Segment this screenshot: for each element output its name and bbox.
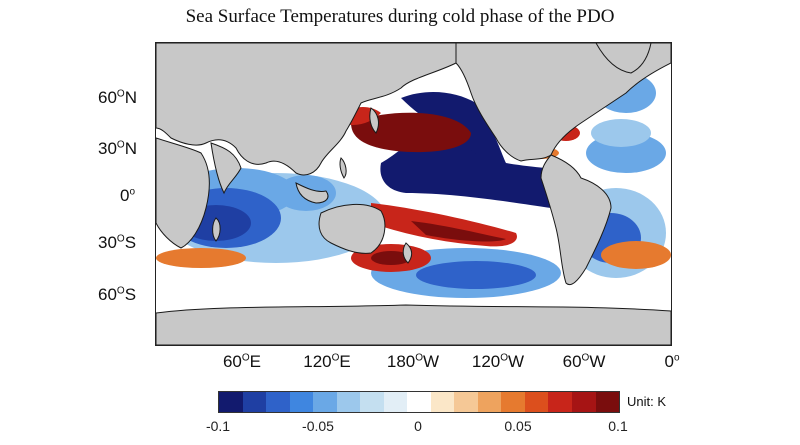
colorbar-box-16 <box>595 392 620 412</box>
colorbar-tick-neg-0.1: -0.1 <box>205 418 231 434</box>
lon-label-180w: 180OW <box>386 352 440 371</box>
colorbar-box-3 <box>289 392 314 412</box>
colorbar-unit: Unit: K <box>627 394 667 409</box>
sst-map <box>155 42 672 346</box>
colorbar-tick-0.1: 0.1 <box>608 418 628 434</box>
colorbar-tick-neg-0.05: -0.05 <box>302 418 334 434</box>
africa <box>156 137 210 249</box>
colorbar-box-6 <box>360 392 384 412</box>
south-atlantic-warm <box>601 241 671 269</box>
colorbar-box-0 <box>219 392 243 412</box>
lat-label-60n: 60ON <box>98 88 137 107</box>
landmasses <box>156 43 671 345</box>
sst-map-canvas <box>156 43 671 345</box>
indonesia <box>295 182 329 204</box>
colorbar-box-7 <box>383 392 408 412</box>
lon-label-120e: 120OE <box>303 352 351 371</box>
lon-label-0: 0o <box>664 352 680 371</box>
south-indian-warm <box>156 248 246 268</box>
new-zealand <box>402 242 413 264</box>
lat-label-60s: 60OS <box>98 285 137 304</box>
lat-label-30n: 30ON <box>98 139 137 158</box>
madagascar <box>212 217 221 242</box>
japan <box>369 107 379 134</box>
north-pacific-warm-core <box>351 112 471 153</box>
colorbar-tick-0: 0 <box>414 418 422 434</box>
lat-label-0: 0o <box>120 186 136 205</box>
south-pacific-blue-core <box>416 261 536 289</box>
colorbar-box-5 <box>336 392 361 412</box>
colorbar-box-2 <box>266 392 290 412</box>
lon-label-60w: 60OW <box>562 352 606 371</box>
lat-label-30s: 30OS <box>98 233 137 252</box>
map-title: Sea Surface Temperatures during cold pha… <box>185 6 615 27</box>
colorbar-box-8 <box>407 392 431 412</box>
colorbar-box-11 <box>477 392 502 412</box>
australia <box>318 203 386 254</box>
north-atlantic-light-blue <box>591 119 651 147</box>
colorbar-box-1 <box>242 392 267 412</box>
colorbar-box-10 <box>454 392 478 412</box>
colorbar-box-4 <box>313 392 337 412</box>
lon-label-60e: 60OE <box>222 352 262 371</box>
india <box>210 142 242 195</box>
lon-label-120w: 120OW <box>471 352 525 371</box>
greenland <box>595 43 652 74</box>
colorbar-box-15 <box>571 392 596 412</box>
colorbar-box-13 <box>524 392 549 412</box>
colorbar-box-14 <box>548 392 572 412</box>
south-pacific-warm-core <box>411 221 506 242</box>
colorbar-tick-0.05: 0.05 <box>504 418 532 434</box>
tasman-sea-deep-warm <box>371 251 411 265</box>
south-america <box>540 154 612 286</box>
colorbar-box-9 <box>430 392 455 412</box>
colorbar-box-12 <box>501 392 525 412</box>
colorbar <box>218 391 620 413</box>
eurasia <box>156 43 457 176</box>
philippines <box>339 157 347 179</box>
north-america <box>455 43 671 162</box>
antarctica <box>156 304 671 345</box>
